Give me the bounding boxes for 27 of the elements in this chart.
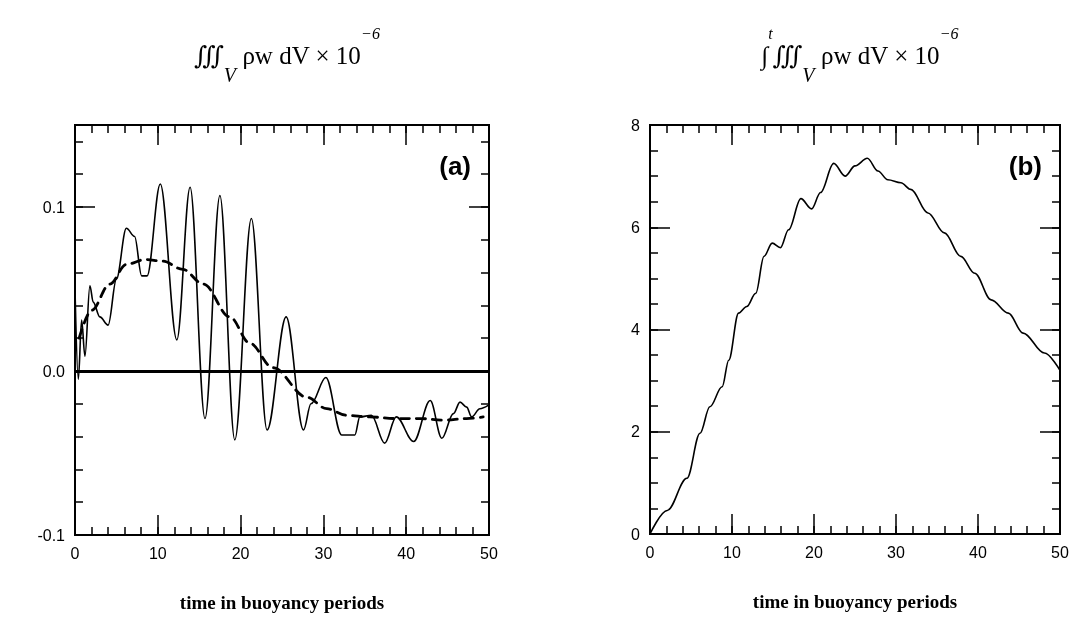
x-tick-label: 50 — [1051, 543, 1069, 561]
x-tick-label: 0 — [70, 544, 80, 562]
chart-title: ∫t∭V ρw dV × 10−6 — [759, 24, 959, 86]
x-tick-label: 10 — [148, 544, 167, 562]
x-tick-label: 50 — [480, 544, 498, 562]
x-tick-label: 40 — [397, 544, 416, 562]
line-series — [77, 258, 485, 422]
x-tick-label: 20 — [805, 543, 823, 561]
x-tick-label: 10 — [723, 543, 741, 561]
y-tick-label: 0 — [631, 525, 641, 543]
x-tick-label: 40 — [969, 543, 987, 561]
y-tick-label: 4 — [631, 321, 641, 338]
y-tick-label: 0.1 — [42, 198, 66, 216]
y-tick-label: 2 — [631, 423, 641, 441]
annotation: (b) — [1008, 151, 1042, 181]
y-tick-label: -0.1 — [37, 526, 66, 544]
y-tick-label: 0.0 — [42, 362, 66, 380]
x-tick-label: 20 — [231, 544, 250, 562]
x-tick-label: 30 — [887, 543, 905, 561]
y-tick-label: 6 — [631, 218, 641, 236]
chart-title: ∭V ρw dV × 10−6 — [194, 24, 380, 86]
x-axis-title: time in buoyancy periods — [752, 591, 958, 612]
annotation: (a) — [439, 151, 471, 181]
y-tick-label: 8 — [631, 116, 641, 134]
x-tick-label: 0 — [645, 543, 655, 561]
x-axis-title: time in buoyancy periods — [179, 592, 385, 613]
x-tick-label: 30 — [314, 544, 333, 562]
